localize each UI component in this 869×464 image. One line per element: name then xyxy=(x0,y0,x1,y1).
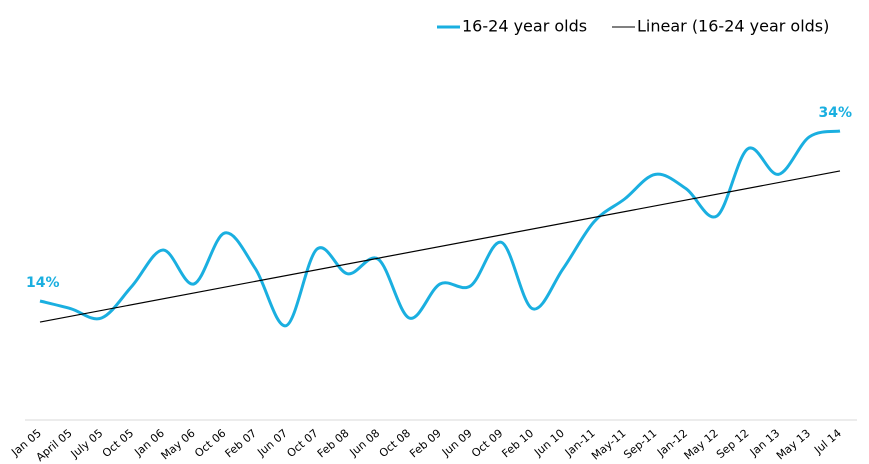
x-tick-label: Feb 10 xyxy=(499,427,536,461)
x-tick-label: Feb 08 xyxy=(315,427,352,461)
legend-label: 16-24 year olds xyxy=(462,17,587,36)
x-tick-label: Oct 07 xyxy=(284,427,320,460)
x-tick-label: Sep 12 xyxy=(714,427,752,462)
x-tick-label: May-11 xyxy=(589,427,628,463)
x-tick-label: Jun 10 xyxy=(531,427,567,460)
x-tick-label: Oct 05 xyxy=(100,427,136,460)
value-label: 34% xyxy=(818,105,852,121)
x-tick-label: May 06 xyxy=(159,427,198,463)
x-tick-label: Oct 09 xyxy=(469,427,505,460)
trend-line xyxy=(39,170,841,323)
x-tick-label: Feb 07 xyxy=(223,427,260,461)
x-tick-label: Sep-11 xyxy=(621,427,659,462)
legend-label: Linear (16-24 year olds) xyxy=(637,17,829,36)
x-tick-label: Jun 07 xyxy=(254,427,290,460)
data-line xyxy=(39,129,841,328)
x-tick-label: Oct 06 xyxy=(192,427,228,460)
x-tick-label: May 13 xyxy=(774,427,813,463)
x-tick-label: Jul 14 xyxy=(811,427,844,457)
x-tick-label: May 12 xyxy=(682,427,721,463)
value-label: 14% xyxy=(26,275,60,291)
x-tick-label: Oct 08 xyxy=(377,427,413,460)
x-tick-label: July 05 xyxy=(68,427,106,462)
x-tick-label: Jun 09 xyxy=(439,427,475,460)
x-tick-label: Jun 08 xyxy=(347,427,383,460)
x-tick-label: Feb 09 xyxy=(407,427,444,461)
